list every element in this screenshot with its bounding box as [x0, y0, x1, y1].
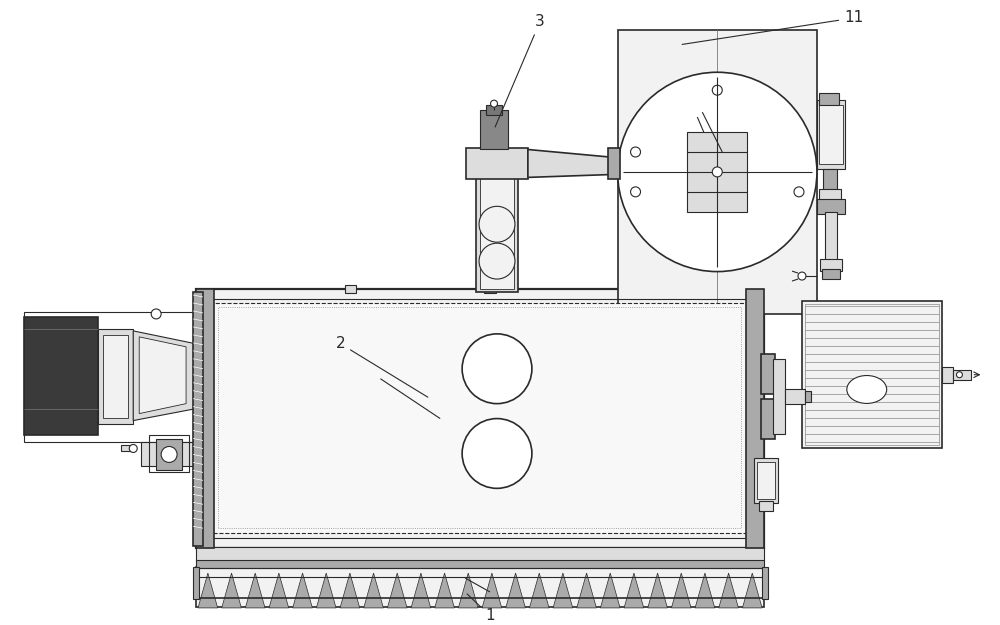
Bar	[773, 359, 785, 434]
Bar	[822, 269, 840, 279]
Circle shape	[151, 309, 161, 319]
Polygon shape	[506, 573, 525, 608]
Bar	[149, 434, 189, 472]
Circle shape	[794, 187, 804, 197]
Polygon shape	[222, 573, 241, 608]
Polygon shape	[411, 573, 431, 608]
Polygon shape	[482, 573, 502, 608]
Bar	[785, 389, 805, 404]
Circle shape	[712, 85, 722, 95]
Bar	[141, 441, 197, 466]
Bar	[761, 399, 775, 439]
Polygon shape	[719, 573, 738, 608]
Polygon shape	[340, 573, 360, 608]
Bar	[213, 303, 746, 533]
Bar	[608, 148, 620, 179]
Bar	[754, 459, 778, 503]
Bar	[196, 567, 764, 607]
Bar	[817, 199, 845, 214]
Bar	[480, 177, 514, 289]
Circle shape	[479, 243, 515, 279]
Bar	[757, 462, 775, 499]
Circle shape	[491, 100, 498, 107]
Bar	[218, 307, 741, 528]
Text: 3: 3	[495, 14, 545, 127]
Bar	[466, 148, 528, 179]
Circle shape	[956, 372, 962, 378]
Polygon shape	[553, 573, 573, 608]
Circle shape	[618, 72, 817, 272]
Circle shape	[129, 444, 137, 452]
Bar	[953, 370, 971, 380]
Bar	[484, 285, 496, 293]
Polygon shape	[695, 573, 715, 608]
Polygon shape	[529, 573, 549, 608]
Text: 2: 2	[336, 336, 428, 398]
Polygon shape	[133, 331, 196, 421]
Bar	[156, 439, 182, 471]
Bar	[193, 292, 203, 546]
Polygon shape	[435, 573, 454, 608]
Bar	[762, 567, 768, 599]
Bar	[817, 99, 845, 169]
Circle shape	[631, 187, 641, 197]
Circle shape	[798, 272, 806, 280]
Polygon shape	[458, 573, 478, 608]
Bar	[196, 560, 764, 568]
Polygon shape	[269, 573, 289, 608]
Bar	[819, 104, 843, 164]
Polygon shape	[293, 573, 312, 608]
Text: 1: 1	[467, 594, 495, 623]
Polygon shape	[600, 573, 620, 608]
Bar	[209, 299, 750, 538]
Polygon shape	[624, 573, 644, 608]
Bar	[819, 92, 839, 104]
Polygon shape	[316, 573, 336, 608]
Bar	[480, 109, 508, 149]
Polygon shape	[528, 149, 615, 178]
Bar	[820, 259, 842, 271]
Circle shape	[462, 419, 532, 488]
Bar	[805, 391, 811, 402]
Polygon shape	[364, 573, 383, 608]
Polygon shape	[742, 573, 762, 608]
Bar	[121, 446, 133, 451]
Bar	[103, 335, 128, 418]
Bar	[618, 30, 817, 314]
Bar	[746, 289, 764, 548]
Bar	[24, 317, 98, 434]
Ellipse shape	[847, 376, 887, 403]
Circle shape	[712, 167, 722, 177]
Bar	[476, 174, 518, 292]
Polygon shape	[387, 573, 407, 608]
Bar	[942, 367, 953, 382]
Polygon shape	[139, 337, 186, 414]
Bar	[196, 547, 764, 561]
Circle shape	[161, 446, 177, 462]
Bar	[98, 329, 133, 424]
Text: 11: 11	[682, 11, 863, 44]
Bar	[759, 501, 773, 511]
Bar	[196, 289, 214, 548]
Polygon shape	[648, 573, 667, 608]
Polygon shape	[671, 573, 691, 608]
Polygon shape	[245, 573, 265, 608]
Bar	[802, 301, 942, 449]
Bar	[825, 213, 837, 262]
Circle shape	[631, 147, 641, 157]
Polygon shape	[198, 573, 218, 608]
Bar	[196, 289, 764, 548]
Bar	[823, 169, 837, 191]
Bar	[819, 189, 841, 201]
Bar	[345, 285, 356, 293]
Circle shape	[462, 334, 532, 404]
Bar	[761, 354, 775, 394]
Bar	[687, 132, 747, 212]
Bar	[486, 104, 502, 114]
Circle shape	[479, 206, 515, 242]
Polygon shape	[577, 573, 596, 608]
Bar	[193, 567, 199, 599]
Bar	[805, 304, 939, 446]
Bar	[24, 312, 195, 441]
